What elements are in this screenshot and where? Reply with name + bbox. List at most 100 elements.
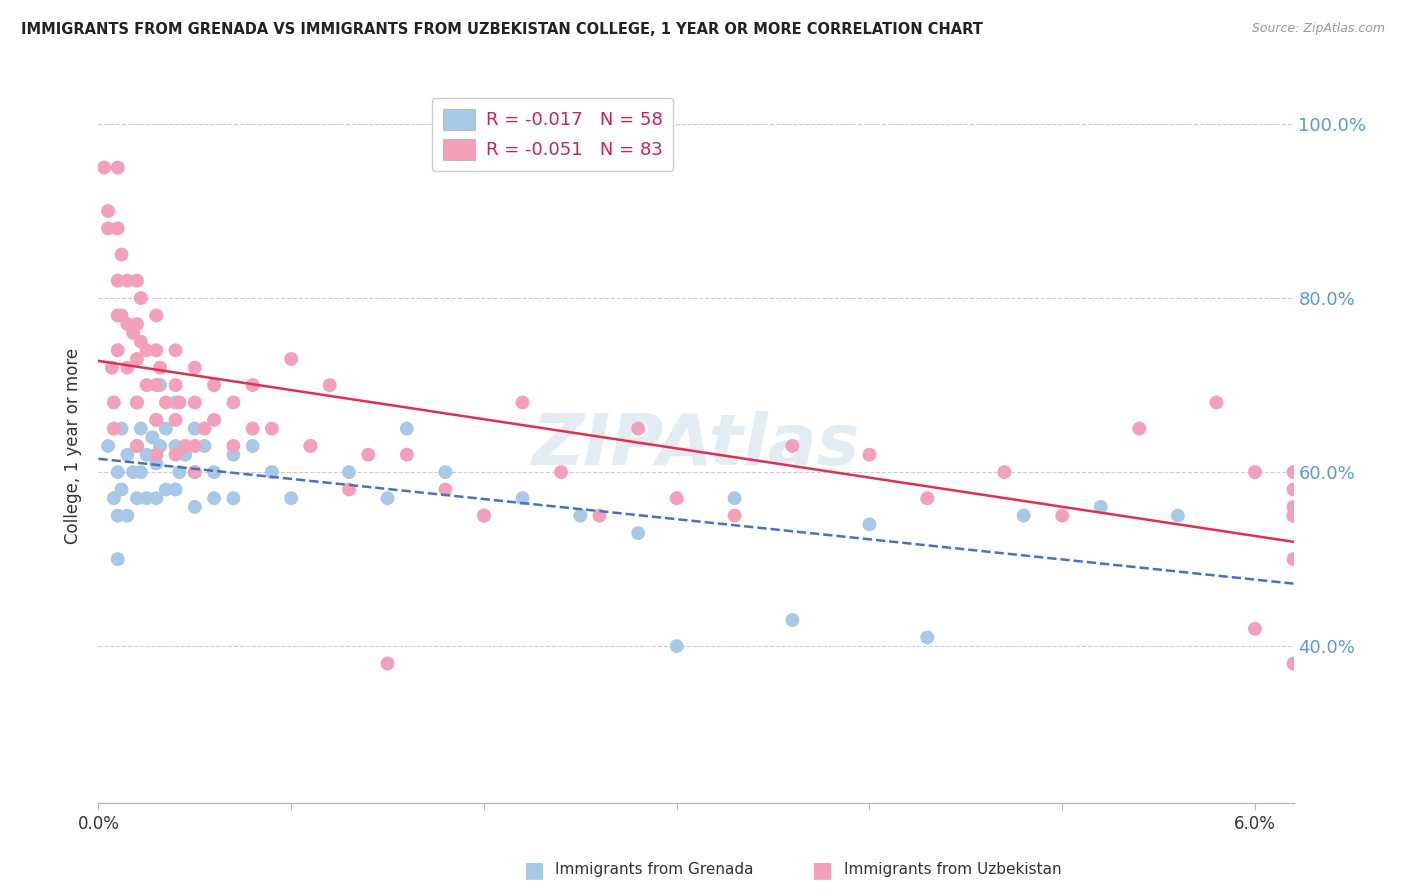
Point [125, 439, 148, 453]
Point [299, 439, 322, 453]
Point [395, 421, 418, 435]
Point [169, 395, 191, 409]
Point [1282, 508, 1305, 523]
Point [202, 465, 225, 479]
Point [202, 378, 225, 392]
Point [165, 378, 187, 392]
Point [165, 483, 187, 497]
Point [145, 413, 167, 427]
Point [242, 439, 264, 453]
Point [184, 360, 207, 375]
Point [117, 448, 139, 462]
Point [122, 326, 145, 340]
Point [125, 351, 148, 366]
Point [184, 465, 207, 479]
Point [155, 395, 177, 409]
Point [917, 491, 939, 506]
Point [1128, 421, 1150, 435]
Point [377, 491, 399, 506]
Point [1282, 465, 1305, 479]
Point [165, 343, 187, 358]
Point [202, 491, 225, 506]
Point [97, 204, 120, 219]
Point [145, 309, 167, 323]
Point [723, 491, 745, 506]
Point [145, 448, 167, 462]
Text: ■: ■ [813, 860, 832, 880]
Point [550, 465, 572, 479]
Point [299, 439, 322, 453]
Point [122, 465, 145, 479]
Point [627, 526, 650, 541]
Point [337, 465, 360, 479]
Point [129, 421, 152, 435]
Point [129, 334, 152, 349]
Point [434, 465, 457, 479]
Point [222, 448, 245, 462]
Point [1282, 508, 1305, 523]
Point [1282, 508, 1305, 523]
Point [434, 483, 457, 497]
Point [135, 343, 157, 358]
Point [627, 421, 650, 435]
Point [155, 421, 177, 435]
Point [1244, 465, 1267, 479]
Point [117, 360, 139, 375]
Point [107, 274, 129, 288]
Point [782, 439, 804, 453]
Point [107, 309, 129, 323]
Point [1244, 622, 1267, 636]
Point [125, 317, 148, 331]
Point [242, 378, 264, 392]
Point [665, 639, 688, 653]
Text: ZIPAtlas: ZIPAtlas [531, 411, 860, 481]
Point [145, 491, 167, 506]
Text: Immigrants from Grenada: Immigrants from Grenada [555, 863, 754, 877]
Point [202, 413, 225, 427]
Point [395, 448, 418, 462]
Point [222, 395, 245, 409]
Point [165, 395, 187, 409]
Point [110, 421, 132, 435]
Point [1167, 508, 1189, 523]
Point [1282, 500, 1305, 514]
Point [174, 448, 197, 462]
Point [129, 465, 152, 479]
Point [155, 483, 177, 497]
Point [1282, 657, 1305, 671]
Point [125, 395, 148, 409]
Point [169, 465, 191, 479]
Point [165, 448, 187, 462]
Point [93, 161, 115, 175]
Point [1012, 508, 1035, 523]
Point [103, 421, 125, 435]
Point [135, 378, 157, 392]
Text: IMMIGRANTS FROM GRENADA VS IMMIGRANTS FROM UZBEKISTAN COLLEGE, 1 YEAR OR MORE CO: IMMIGRANTS FROM GRENADA VS IMMIGRANTS FR… [21, 22, 983, 37]
Point [1282, 552, 1305, 566]
Point [135, 491, 157, 506]
Point [149, 439, 172, 453]
Point [145, 413, 167, 427]
Point [260, 421, 283, 435]
Point [512, 491, 534, 506]
Point [110, 483, 132, 497]
Point [107, 552, 129, 566]
Point [337, 483, 360, 497]
Point [222, 491, 245, 506]
Point [993, 465, 1015, 479]
Point [110, 247, 132, 261]
Text: Source: ZipAtlas.com: Source: ZipAtlas.com [1251, 22, 1385, 36]
Text: Immigrants from Uzbekistan: Immigrants from Uzbekistan [844, 863, 1062, 877]
Point [280, 351, 302, 366]
Point [319, 378, 342, 392]
Point [588, 508, 610, 523]
Legend: R = -0.017   N = 58, R = -0.051   N = 83: R = -0.017 N = 58, R = -0.051 N = 83 [432, 98, 673, 170]
Point [97, 439, 120, 453]
Point [165, 413, 187, 427]
Point [117, 317, 139, 331]
Point [145, 343, 167, 358]
Y-axis label: College, 1 year or more: College, 1 year or more [65, 348, 83, 544]
Point [280, 491, 302, 506]
Point [917, 631, 939, 645]
Point [184, 500, 207, 514]
